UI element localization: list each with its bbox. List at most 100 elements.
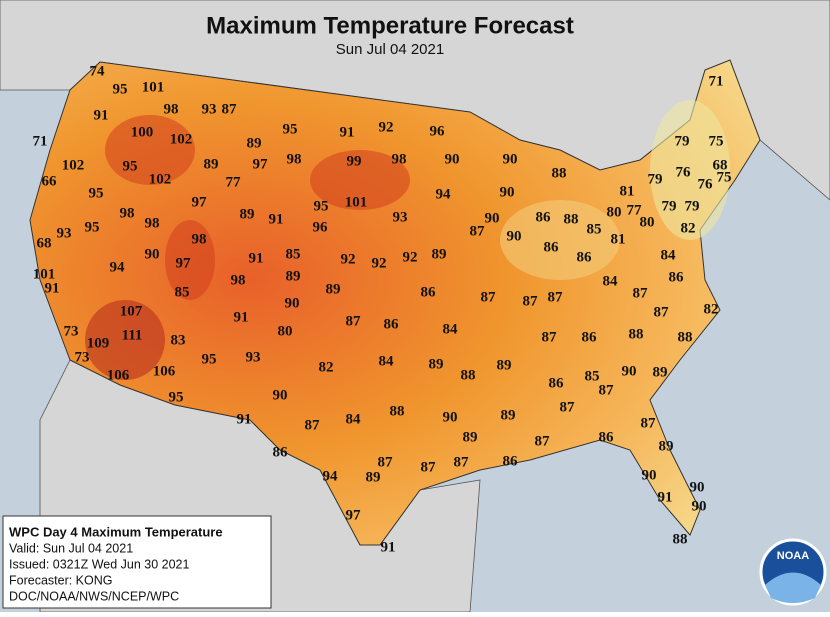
temperature-label: 95: [169, 389, 184, 405]
subtitle: Sun Jul 04 2021: [336, 41, 444, 58]
temperature-label: 84: [603, 273, 619, 289]
temperature-label: 89: [286, 268, 301, 284]
temperature-label: 80: [640, 214, 655, 230]
temperature-label: 74: [90, 63, 106, 79]
temperature-label: 85: [587, 221, 602, 237]
temperature-label: 79: [648, 171, 663, 187]
temperature-label: 87: [560, 399, 576, 415]
temperature-label: 93: [246, 349, 261, 365]
temperature-label: 90: [500, 184, 515, 200]
temperature-label: 90: [503, 151, 518, 167]
temperature-label: 91: [249, 250, 264, 266]
temperature-label: 88: [461, 367, 476, 383]
temperature-label: 86: [577, 249, 593, 265]
temperature-label: 89: [429, 356, 444, 372]
temperature-label: 66: [42, 173, 58, 189]
temperature-label: 102: [170, 131, 193, 147]
temperature-label: 106: [107, 367, 130, 383]
temperature-label: 111: [122, 327, 143, 343]
temperature-label: 102: [62, 157, 85, 173]
temperature-label: 96: [430, 123, 446, 139]
temperature-label: 90: [692, 498, 707, 514]
temperature-label: 89: [240, 206, 255, 222]
info-lines: WPC Day 4 Maximum Temperature Valid: Sun …: [9, 524, 223, 603]
temperature-label: 83: [171, 332, 186, 348]
temperature-label: 84: [661, 247, 677, 263]
temperature-label: 91: [237, 411, 252, 427]
temperature-label: 90: [443, 409, 458, 425]
temperature-label: 93: [57, 225, 72, 241]
temperature-label: 97: [253, 156, 269, 172]
temperature-label: 91: [94, 107, 109, 123]
temperature-label: 91: [340, 124, 355, 140]
temperature-label: 94: [110, 259, 126, 275]
temperature-label: 87: [641, 415, 657, 431]
logo-text: NOAA: [777, 550, 809, 562]
temperature-label: 95: [89, 185, 104, 201]
temperature-label: 97: [346, 507, 362, 523]
temperature-label: 90: [485, 210, 500, 226]
temperature-label: 95: [113, 81, 128, 97]
temperature-label: 79: [685, 198, 700, 214]
temperature-label: 68: [37, 235, 52, 251]
temperature-label: 87: [523, 293, 539, 309]
temperature-label: 86: [669, 269, 685, 285]
temperature-label: 75: [717, 169, 732, 185]
temperature-label: 87: [305, 417, 321, 433]
temperature-label: 89: [501, 407, 516, 423]
temperature-label: 84: [443, 321, 459, 337]
temperature-label: 98: [192, 231, 207, 247]
temperature-label: 96: [313, 219, 329, 235]
info-line: DOC/NOAA/NWS/NCEP/WPC: [9, 589, 179, 603]
temperature-label: 87: [542, 329, 558, 345]
temperature-label: 92: [403, 249, 418, 265]
temperature-label: 82: [319, 359, 334, 375]
temperature-label: 87: [548, 289, 564, 305]
temperature-label: 81: [611, 231, 626, 247]
temperature-label: 76: [698, 176, 714, 192]
temperature-label: 95: [202, 351, 217, 367]
temperature-label: 86: [549, 375, 565, 391]
temperature-label: 86: [273, 444, 289, 460]
temperature-label: 87: [454, 454, 470, 470]
temperature-label: 89: [366, 469, 381, 485]
temperature-label: 92: [341, 251, 356, 267]
temperature-label: 81: [620, 183, 635, 199]
temperature-label: 88: [678, 329, 693, 345]
temperature-label: 98: [164, 101, 179, 117]
temperature-label: 95: [283, 121, 298, 137]
temperature-label: 85: [175, 284, 190, 300]
temperature-label: 79: [662, 198, 677, 214]
temperature-label: 89: [497, 357, 512, 373]
temperature-label: 82: [704, 301, 719, 317]
info-line: Issued: 0321Z Wed Jun 30 2021: [9, 557, 189, 571]
temperature-label: 87: [222, 101, 238, 117]
temperature-label: 88: [564, 211, 579, 227]
temperature-label: 84: [379, 353, 395, 369]
temperature-label: 84: [346, 411, 362, 427]
temperature-label: 87: [378, 454, 394, 470]
temperature-label: 73: [64, 323, 79, 339]
temperature-label: 89: [463, 429, 478, 445]
temperature-label: 68: [713, 157, 728, 173]
temperature-label: 97: [192, 194, 208, 210]
temperature-label: 95: [85, 219, 100, 235]
temperature-label: 86: [582, 329, 598, 345]
temperature-label: 90: [445, 151, 460, 167]
temperature-label: 82: [681, 220, 696, 236]
temperature-label: 71: [709, 73, 724, 89]
temperature-label: 73: [75, 349, 90, 365]
temperature-label: 87: [654, 304, 670, 320]
temperature-label: 100: [131, 124, 154, 140]
temperature-label: 98: [287, 151, 302, 167]
hot-zones: [85, 115, 410, 380]
temperature-label: 87: [599, 382, 615, 398]
info-line: Valid: Sun Jul 04 2021: [9, 541, 133, 555]
temperature-label: 94: [323, 468, 339, 484]
temperature-label: 90: [622, 363, 637, 379]
temperature-label: 97: [176, 255, 192, 271]
temperature-label: 89: [247, 135, 262, 151]
temperature-label: 90: [285, 295, 300, 311]
temperature-label: 90: [642, 467, 657, 483]
